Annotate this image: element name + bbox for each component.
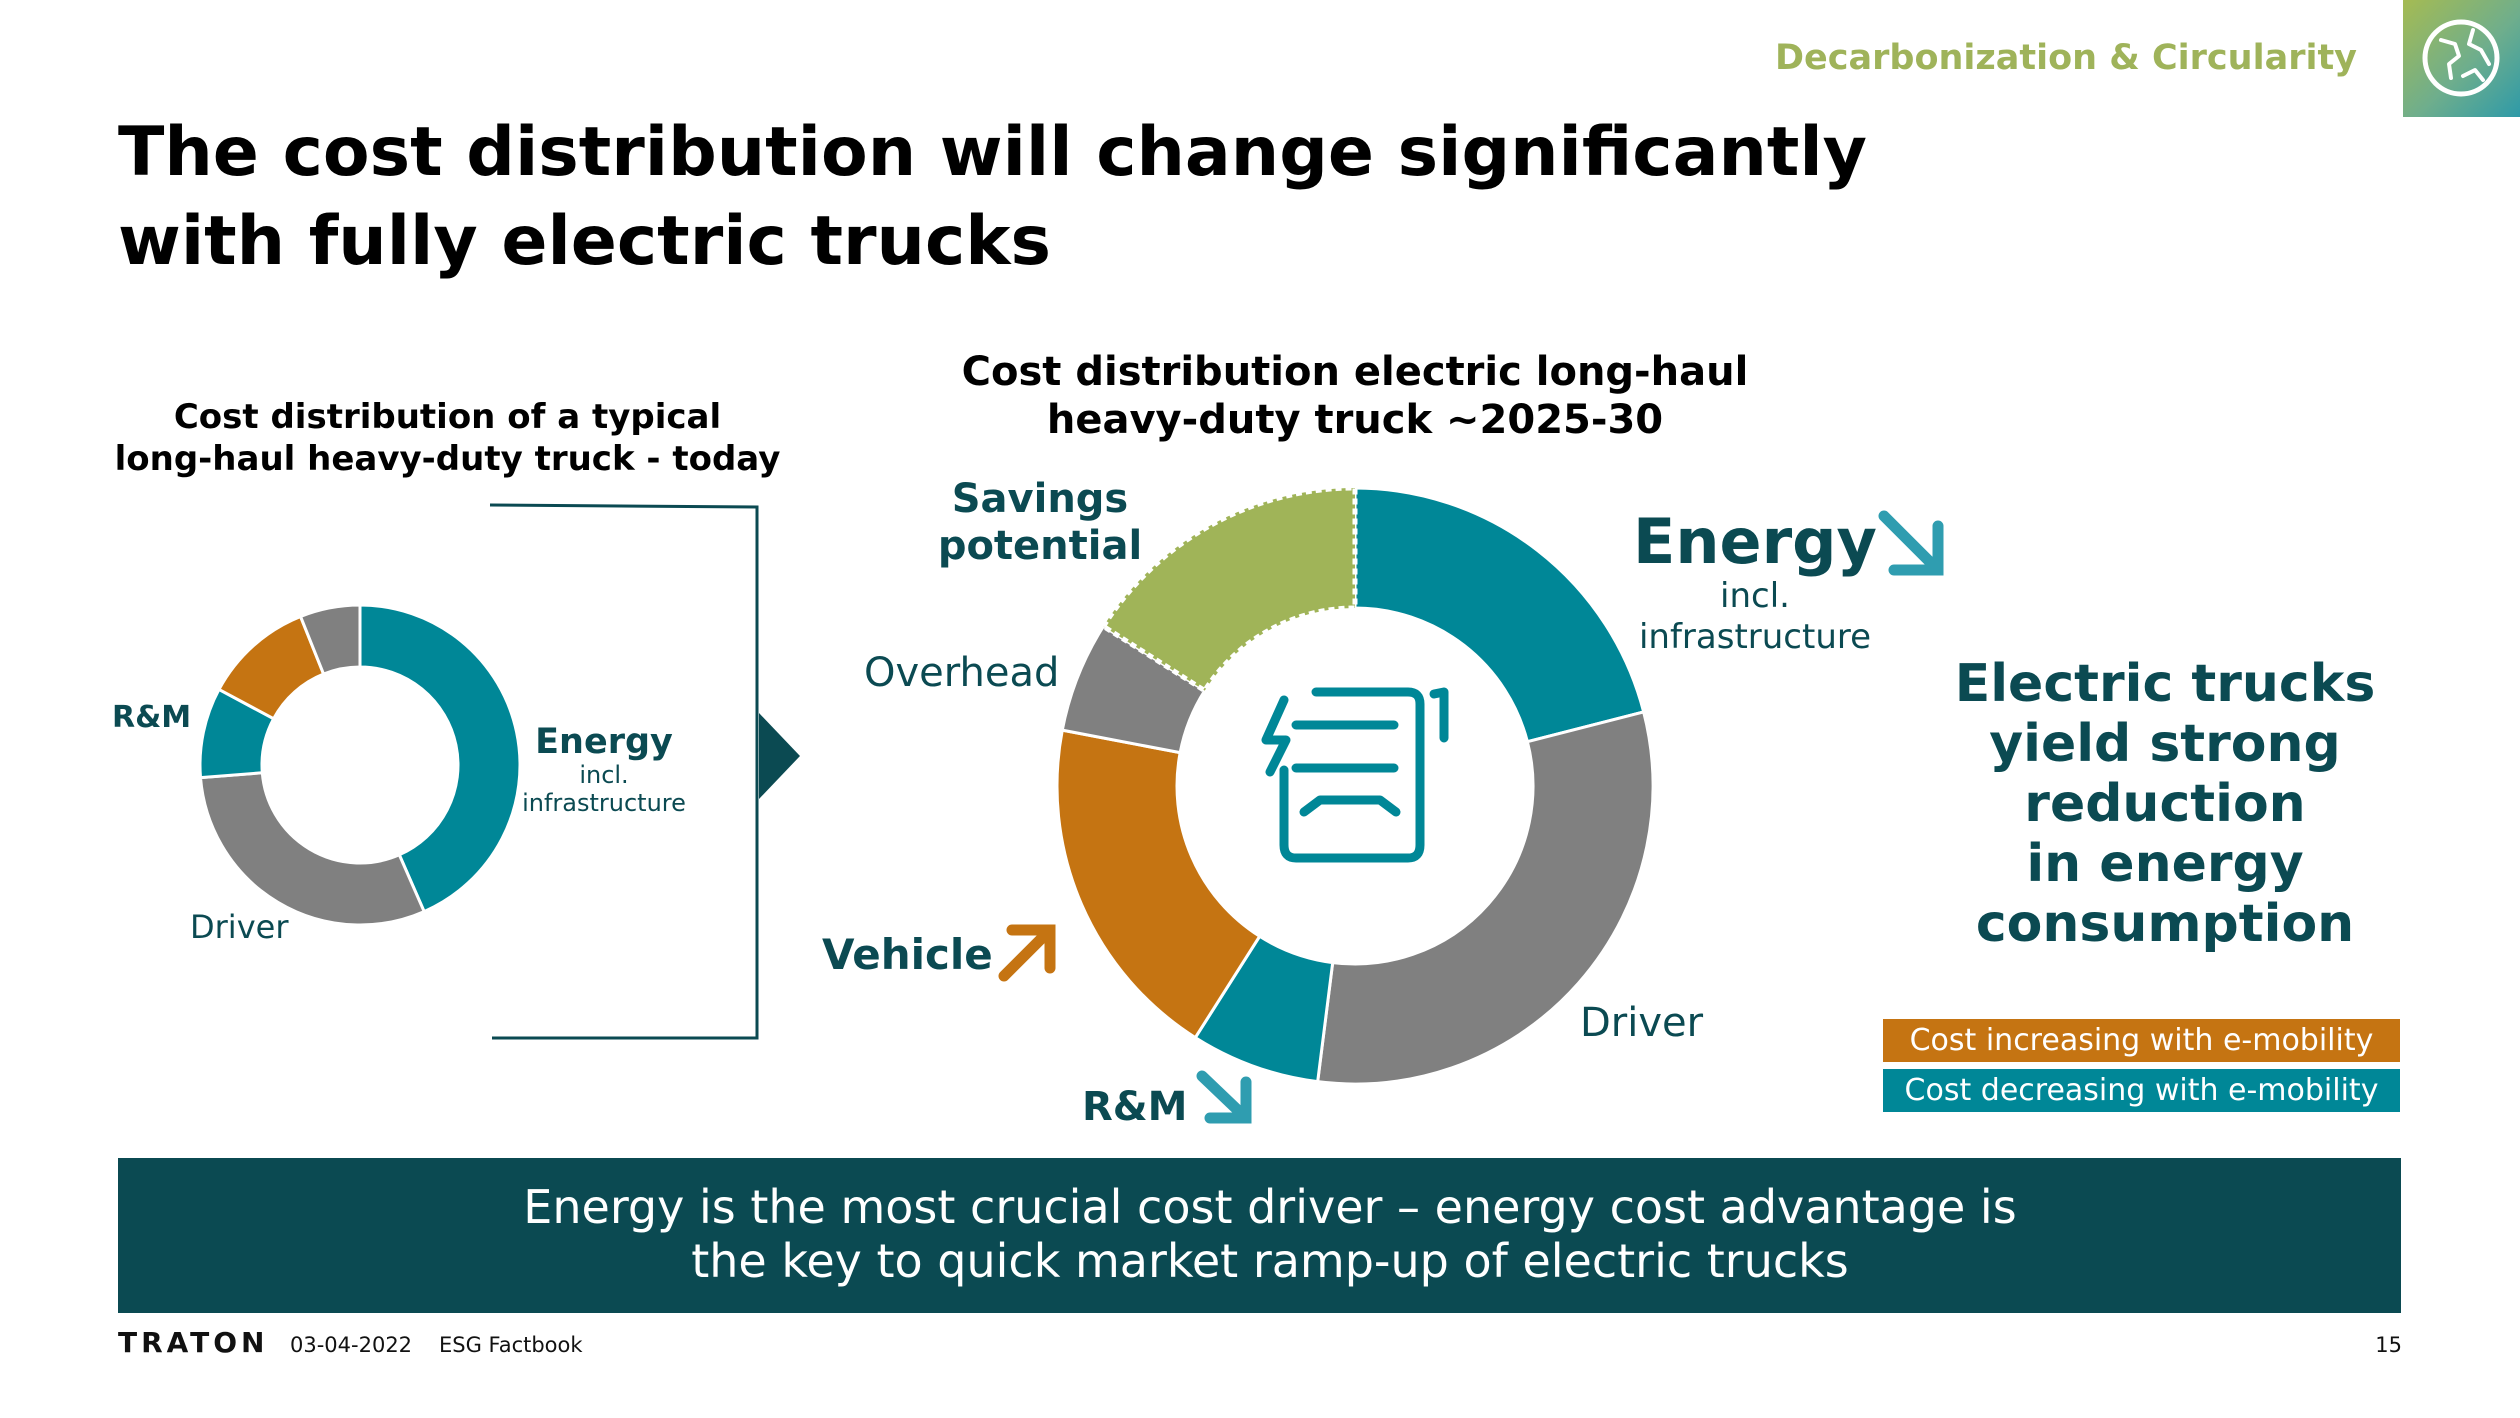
chart-title-line: Cost distribution of a typical <box>173 397 722 437</box>
donut-slice-overhead <box>298 603 362 676</box>
label-overhead: Overhead <box>864 650 1060 696</box>
chart-title-line: Cost distribution electric long-haul <box>961 349 1749 395</box>
chart-today-title: Cost distribution of a typical long-haul… <box>100 396 795 480</box>
increase-arrow-icon <box>998 924 1056 982</box>
chart-title-line: long-haul heavy-duty truck - today <box>114 439 781 480</box>
statement-line: in energy <box>2026 834 2304 894</box>
label-energy-today: Energy incl. infrastructure <box>520 722 688 817</box>
label-vehicle: Vehicle <box>822 930 993 979</box>
label-energy-sub: infrastructure <box>1638 616 1872 657</box>
decrease-arrow-icon <box>1196 1070 1252 1124</box>
key-message-text: Energy is the most crucial cost driver –… <box>420 1180 2120 1288</box>
page-title-line: with fully electric trucks <box>118 202 1051 281</box>
page-title: The cost distribution will change signif… <box>118 108 2018 286</box>
donut-slice-driver <box>198 771 427 927</box>
label-rm-today: R&M <box>112 700 192 735</box>
chart-title-line: heavy-duty truck ~2025-30 <box>1046 397 1664 443</box>
key-message-banner <box>118 1158 2401 1313</box>
statement-line: yield strong <box>1989 714 2341 774</box>
globe-recycle-icon <box>2422 19 2500 97</box>
donut-chart-electric <box>1055 485 1655 1086</box>
footer-date: 03-04-2022 <box>290 1333 413 1357</box>
traton-logo: TRATON <box>118 1326 269 1359</box>
footer-document-name: ESG Factbook <box>439 1333 583 1357</box>
label-savings-potential: Savings potential <box>920 476 1160 570</box>
donut-slice-driver <box>1315 710 1655 1086</box>
chart-electric-title: Cost distribution electric long-haul hea… <box>935 348 1775 444</box>
label-energy-electric: Energy incl. infrastructure <box>1620 505 1890 658</box>
donut-slice-energy <box>358 603 522 914</box>
key-statement: Electric trucks yield strong reduction i… <box>1880 654 2450 954</box>
label-driver-electric: Driver <box>1580 1000 1704 1046</box>
decrease-arrow-icon <box>1878 510 1944 576</box>
legend-cost-increasing: Cost increasing with e-mobility <box>1883 1019 2400 1062</box>
banner-line: the key to quick market ramp-up of elect… <box>691 1234 1849 1288</box>
label-energy-sub: incl. infrastructure <box>522 761 686 817</box>
donut-slice-overhead <box>1060 624 1207 755</box>
legend-cost-decreasing: Cost decreasing with e-mobility <box>1883 1069 2400 1112</box>
zoom-arrow-icon <box>759 713 800 799</box>
page-number: 15 <box>2375 1333 2402 1357</box>
statement-line: reduction <box>2024 774 2306 834</box>
section-badge <box>2403 0 2520 117</box>
label-driver-today: Driver <box>190 908 289 946</box>
label-line: Savings <box>951 476 1129 522</box>
donut-slice-vehicle <box>1055 728 1262 1040</box>
donut-slice-energy <box>1353 486 1646 744</box>
banner-line: Energy is the most crucial cost driver –… <box>523 1180 2017 1234</box>
label-line: potential <box>937 523 1143 570</box>
statement-line: consumption <box>1975 894 2355 954</box>
label-energy-sub: incl. <box>1720 576 1790 617</box>
statement-line: Electric trucks <box>1954 654 2376 714</box>
label-energy-heading: Energy <box>1633 505 1877 578</box>
label-energy-heading: Energy <box>535 722 673 762</box>
donut-slice-savings-potential <box>1099 485 1358 695</box>
section-tag: Decarbonization & Circularity <box>1774 38 2357 78</box>
page-title-line: The cost distribution will change signif… <box>118 113 1868 192</box>
label-rm-electric: R&M <box>1082 1084 1188 1130</box>
donut-chart-today <box>198 603 522 927</box>
zoom-bracket <box>489 503 759 1040</box>
electric-truck-icon <box>1261 687 1449 863</box>
